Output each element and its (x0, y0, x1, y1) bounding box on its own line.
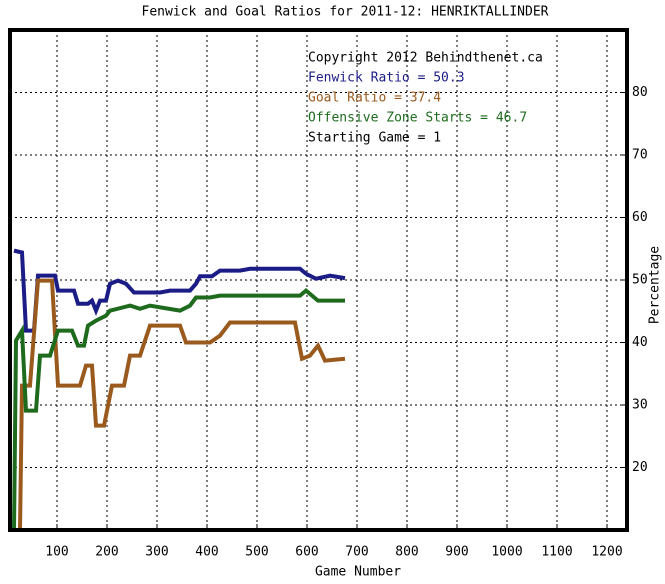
series-line (13, 248, 346, 333)
y-tick-label: 50 (632, 273, 648, 288)
annotation: Copyright 2012 Behindthenet.ca (308, 51, 543, 66)
legend-entry: Goal Ratio = 37.4 (308, 91, 441, 106)
x-tick-label: 700 (345, 545, 368, 560)
annotation: Starting Game = 1 (308, 131, 441, 146)
x-tick-label: 600 (295, 545, 318, 560)
y-axis-label: Percentage (648, 246, 663, 324)
y-tick-label: 70 (632, 148, 648, 163)
x-tick-label: 900 (445, 545, 468, 560)
y-tick-label: 80 (632, 85, 648, 100)
x-tick-label: 200 (95, 545, 118, 560)
x-axis-label: Game Number (315, 565, 401, 580)
chart-title: Fenwick and Goal Ratios for 2011-12: HEN… (142, 5, 549, 20)
series-line (18, 278, 346, 531)
x-tick-label: 800 (395, 545, 418, 560)
y-tick-label: 40 (632, 335, 648, 350)
x-tick-label: 1200 (591, 545, 622, 560)
y-tick-label: 60 (632, 210, 648, 225)
plot-frame (8, 28, 629, 532)
x-tick-label: 400 (195, 545, 218, 560)
x-tick-label: 1000 (491, 545, 522, 560)
x-tick-label: 100 (45, 545, 68, 560)
legend-entry: Fenwick Ratio = 50.3 (308, 71, 465, 86)
x-tick-label: 1100 (541, 545, 572, 560)
legend-entry: Offensive Zone Starts = 46.7 (308, 111, 527, 126)
y-tick-label: 30 (632, 398, 648, 413)
x-tick-label: 500 (245, 545, 268, 560)
y-tick-label: 20 (632, 460, 648, 475)
series-line (12, 288, 345, 531)
x-tick-label: 300 (145, 545, 168, 560)
